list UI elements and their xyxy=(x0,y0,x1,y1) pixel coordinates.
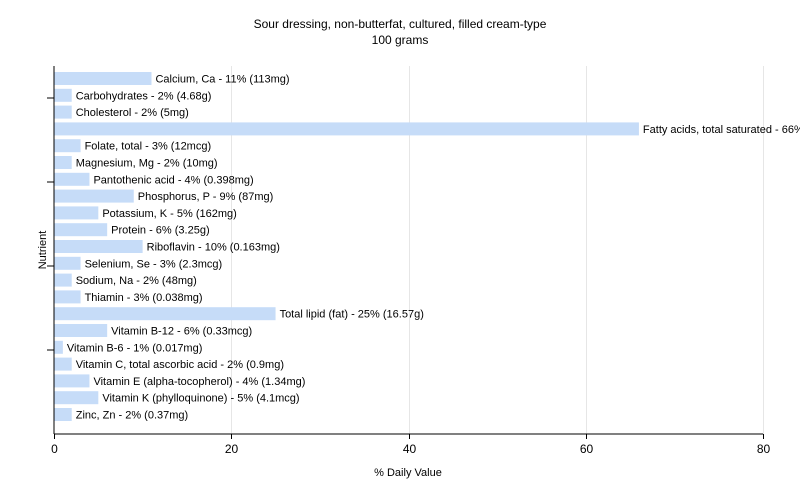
bar-label: Vitamin C, total ascorbic acid - 2% (0.9… xyxy=(76,359,284,371)
x-tick-label: 0 xyxy=(51,442,58,456)
x-ticks: 0 20 40 60 80 xyxy=(51,434,770,456)
bar xyxy=(54,88,72,102)
bar-label: Selenium, Se - 3% (2.3mcg) xyxy=(85,258,223,270)
gridlines xyxy=(231,66,764,434)
x-tick-label: 20 xyxy=(225,442,239,456)
bar-label: Pantothenic acid - 4% (0.398mg) xyxy=(93,174,253,186)
x-tick-label: 40 xyxy=(403,442,417,456)
bar xyxy=(54,408,72,421)
bar xyxy=(54,391,99,405)
bar xyxy=(54,172,90,186)
bar xyxy=(54,240,143,253)
bar xyxy=(54,290,81,304)
bar xyxy=(54,256,81,270)
bar-label: Folate, total - 3% (12mcg) xyxy=(85,141,212,153)
x-tick-label: 60 xyxy=(580,442,594,456)
bar xyxy=(54,139,81,153)
bar xyxy=(54,122,639,136)
bar-label: Carbohydrates - 2% (4.68g) xyxy=(76,90,212,102)
axes xyxy=(47,66,763,435)
bar-label: Thiamin - 3% (0.038mg) xyxy=(85,292,203,304)
bar xyxy=(54,206,99,220)
bar-label: Magnesium, Mg - 2% (10mg) xyxy=(76,158,218,170)
bar xyxy=(54,105,72,119)
bars xyxy=(54,72,639,421)
y-axis-title: Nutrient xyxy=(37,231,49,270)
bar xyxy=(54,324,108,337)
bar-label: Vitamin B-6 - 1% (0.017mg) xyxy=(67,342,203,354)
bar xyxy=(54,189,134,203)
chart-subtitle: 100 grams xyxy=(371,33,429,47)
bar-labels: Calcium, Ca - 11% (113mg) Carbohydrates -… xyxy=(67,74,800,422)
bar xyxy=(54,223,108,237)
bar-label: Fatty acids, total saturated - 66% (13.2… xyxy=(643,124,800,136)
bar-label: Total lipid (fat) - 25% (16.57g) xyxy=(280,309,424,321)
bar-label: Calcium, Ca - 11% (113mg) xyxy=(155,74,289,86)
bar-label: Vitamin E (alpha-tocopherol) - 4% (1.34m… xyxy=(93,376,305,388)
bar-label: Cholesterol - 2% (5mg) xyxy=(76,107,189,119)
bar xyxy=(54,156,72,169)
bar-label: Phosphorus, P - 9% (87mg) xyxy=(138,191,274,203)
bar xyxy=(54,273,72,287)
bar-label: Sodium, Na - 2% (48mg) xyxy=(76,275,197,287)
x-axis-title: % Daily Value xyxy=(374,467,442,479)
bar-label: Vitamin B-12 - 6% (0.33mcg) xyxy=(111,326,252,338)
x-tick-label: 80 xyxy=(757,442,771,456)
bar xyxy=(54,340,63,354)
bar xyxy=(54,72,152,85)
chart-title: Sour dressing, non-butterfat, cultured, … xyxy=(253,17,547,31)
bar-label: Riboflavin - 10% (0.163mg) xyxy=(147,242,280,254)
bar-label: Protein - 6% (3.25g) xyxy=(111,225,209,237)
bar xyxy=(54,307,276,321)
bar-label: Vitamin K (phylloquinone) - 5% (4.1mcg) xyxy=(102,393,299,405)
bar xyxy=(54,374,90,388)
bar xyxy=(54,357,72,371)
bar-label: Potassium, K - 5% (162mg) xyxy=(102,208,237,220)
bar-label: Zinc, Zn - 2% (0.37mg) xyxy=(76,410,188,422)
